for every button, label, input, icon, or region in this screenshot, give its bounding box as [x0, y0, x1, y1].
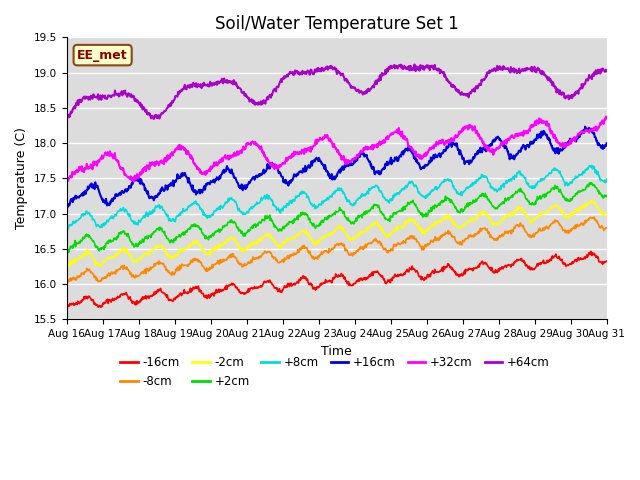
Line: +2cm: +2cm — [67, 183, 607, 254]
+32cm — [576, 130, 584, 135]
+32cm — [287, 155, 295, 161]
+16cm — [585, 125, 593, 131]
+16cm — [64, 204, 72, 210]
-2cm — [603, 210, 611, 216]
+16cm — [89, 182, 97, 188]
+16cm — [381, 161, 389, 167]
+2cm — [603, 193, 611, 199]
+2cm — [88, 238, 96, 244]
-2cm — [63, 266, 70, 272]
Line: +8cm: +8cm — [67, 166, 607, 230]
Line: -8cm: -8cm — [67, 217, 607, 283]
-16cm — [163, 292, 171, 298]
-2cm — [589, 197, 596, 203]
Line: +32cm: +32cm — [67, 117, 607, 181]
Line: -16cm: -16cm — [67, 252, 607, 308]
Line: -2cm: -2cm — [67, 200, 607, 269]
+2cm — [63, 251, 70, 257]
-16cm — [287, 280, 295, 286]
-2cm — [88, 254, 96, 260]
-16cm — [63, 305, 70, 311]
-8cm — [590, 214, 598, 220]
Line: +64cm: +64cm — [67, 64, 607, 119]
+64cm — [88, 96, 96, 102]
-2cm — [163, 252, 171, 258]
-2cm — [584, 201, 592, 207]
+32cm — [381, 138, 389, 144]
-8cm — [63, 280, 70, 286]
-2cm — [576, 207, 584, 213]
+16cm — [581, 124, 589, 130]
+64cm — [150, 116, 157, 122]
+2cm — [587, 180, 595, 186]
+32cm — [602, 114, 610, 120]
+2cm — [576, 189, 584, 195]
+2cm — [584, 182, 592, 188]
+64cm — [603, 68, 611, 74]
+32cm — [88, 167, 96, 172]
+8cm — [63, 227, 70, 233]
+64cm — [381, 67, 389, 73]
-8cm — [381, 246, 388, 252]
Y-axis label: Temperature (C): Temperature (C) — [15, 127, 28, 229]
-16cm — [63, 305, 71, 311]
+8cm — [287, 198, 294, 204]
-8cm — [287, 254, 294, 260]
Legend: -16cm, -8cm, -2cm, +2cm, +8cm, +16cm, +32cm, +64cm: -16cm, -8cm, -2cm, +2cm, +8cm, +16cm, +3… — [116, 351, 554, 393]
-8cm — [576, 222, 584, 228]
+2cm — [287, 219, 294, 225]
-2cm — [381, 230, 388, 236]
-16cm — [381, 280, 389, 286]
+16cm — [287, 177, 295, 183]
+32cm — [585, 129, 593, 134]
+64cm — [287, 70, 295, 76]
+2cm — [163, 236, 171, 241]
-8cm — [584, 217, 592, 223]
+8cm — [576, 173, 584, 179]
+32cm — [603, 114, 611, 120]
+8cm — [603, 176, 611, 182]
X-axis label: Time: Time — [321, 345, 352, 358]
+32cm — [163, 152, 171, 158]
+8cm — [588, 163, 595, 168]
Line: +16cm: +16cm — [67, 127, 607, 207]
+64cm — [411, 61, 419, 67]
-16cm — [587, 249, 595, 254]
+32cm — [131, 179, 138, 184]
+8cm — [163, 213, 171, 219]
+64cm — [163, 105, 171, 111]
+64cm — [63, 113, 70, 119]
+8cm — [584, 166, 592, 172]
Title: Soil/Water Temperature Set 1: Soil/Water Temperature Set 1 — [214, 15, 458, 33]
+16cm — [576, 131, 584, 137]
-8cm — [603, 225, 611, 230]
+64cm — [577, 86, 584, 92]
-8cm — [88, 270, 96, 276]
+32cm — [63, 178, 70, 183]
+16cm — [63, 203, 70, 209]
-16cm — [585, 252, 593, 257]
-8cm — [163, 266, 171, 272]
Text: EE_met: EE_met — [77, 48, 128, 61]
+8cm — [88, 217, 96, 223]
-16cm — [576, 256, 584, 262]
+8cm — [381, 195, 388, 201]
-16cm — [89, 297, 97, 302]
-2cm — [287, 237, 294, 242]
-16cm — [603, 258, 611, 264]
+2cm — [381, 216, 388, 221]
+16cm — [603, 141, 611, 146]
+16cm — [163, 187, 171, 192]
+64cm — [585, 72, 593, 78]
